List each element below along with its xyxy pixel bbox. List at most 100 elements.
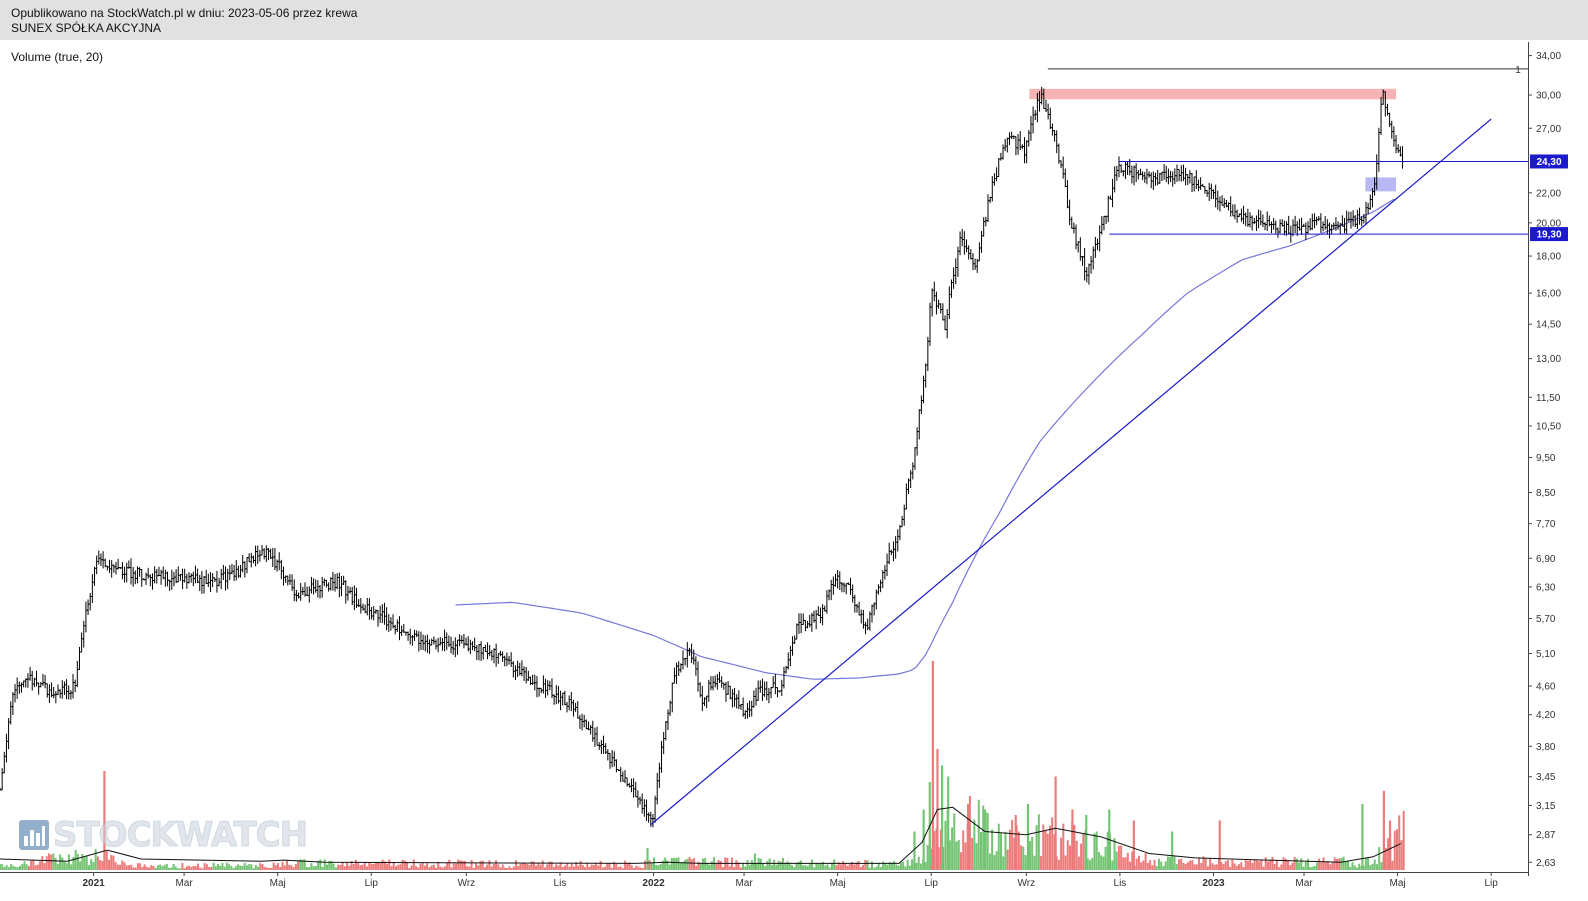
price-bar [1025,140,1028,164]
price-bar [89,592,92,611]
volume-bar [802,865,805,870]
volume-bar [859,866,862,870]
volume-bar [76,853,79,870]
volume-bar [481,860,484,870]
x-tick-label: Wrz [1018,878,1036,889]
price-bar [656,772,659,805]
price-bar [336,573,339,590]
price-bar [1261,214,1265,228]
y-tick-label: 3,80 [1536,742,1556,753]
price-bar [112,564,116,573]
volume-bar [1307,858,1310,870]
volume-bar [559,862,562,870]
volume-bar [1026,804,1030,870]
volume-bar [762,864,765,870]
volume-bar [612,861,615,870]
volume-bar [833,859,836,870]
volume-bar [621,868,624,870]
volume-bar [741,862,744,870]
y-tick-label: 5,10 [1536,649,1556,660]
price-bar [793,635,796,644]
price-bar [937,299,940,309]
volume-bar [466,866,469,870]
volume-bar [688,857,691,870]
volume-bar [430,865,433,870]
volume-bar [1202,856,1205,870]
price-bar [1010,131,1013,139]
price-bar [1119,164,1123,173]
price-bar [995,167,998,182]
volume-bar [506,868,509,870]
volume-bar [455,863,458,870]
volume-bar [584,867,587,870]
volume-bar [332,863,335,870]
volume-bar [241,865,244,870]
volume-bar [139,863,142,870]
volume-bar [1198,857,1201,870]
price-bar [744,710,747,720]
volume-bar [1006,849,1009,870]
price-bar [887,542,891,565]
volume-bar [112,855,115,870]
price-bar [1272,218,1275,230]
volume-bar [303,859,306,870]
volume-bar [265,867,268,870]
price-bar [1283,220,1286,236]
volume-bar [499,867,502,870]
price-bar [1109,195,1112,200]
price-bar [52,686,55,699]
x-tick-label: Mar [175,878,193,889]
price-bar [991,176,994,202]
price-bar [802,613,805,626]
price-bar [477,643,481,661]
volume-bar [988,853,991,870]
price-bar [1227,202,1230,211]
price-bar [838,571,841,591]
price-bar [877,584,880,595]
price-bar [1001,144,1005,160]
price-bar [417,631,421,652]
moving-average-layer [455,198,1395,680]
price-bar [692,649,695,665]
price-bar [222,564,225,581]
price-bar [866,618,869,631]
price-bar [804,619,807,632]
price-bar [1248,212,1252,228]
price-bar [494,643,498,667]
price-bar [1188,170,1192,184]
volume-bar [143,864,146,870]
volume-bar [174,866,177,870]
price-bar [930,288,934,317]
volume-bar [408,868,411,870]
volume-bar [846,865,849,870]
price-bar [207,573,210,587]
volume-bar [1071,809,1074,870]
price-bar [739,703,743,710]
volume-bar [503,867,506,870]
price-bar [1085,267,1088,283]
volume-bar [566,862,569,870]
price-bar [1031,106,1035,134]
volume-bar [383,861,386,870]
x-tick-label: Lip [925,878,939,889]
price-bar [355,587,358,608]
price-bar [958,231,962,256]
volume-bar [492,864,495,870]
price-bar [894,536,897,559]
volume-bar [461,860,464,870]
price-bar [488,644,491,657]
price-bar [54,691,58,704]
price-bar [200,570,204,594]
price-bar [808,614,811,628]
price-bar [1308,218,1312,231]
price-bar [310,576,313,594]
price-bar [857,601,861,616]
volume-bar [321,866,324,870]
price-bar [204,569,208,585]
price-bar [1049,107,1052,130]
price-bar [220,568,223,590]
price-layer [0,86,1404,828]
price-bar [1081,256,1084,266]
volume-bar [212,862,215,870]
price-bar [1339,222,1342,235]
